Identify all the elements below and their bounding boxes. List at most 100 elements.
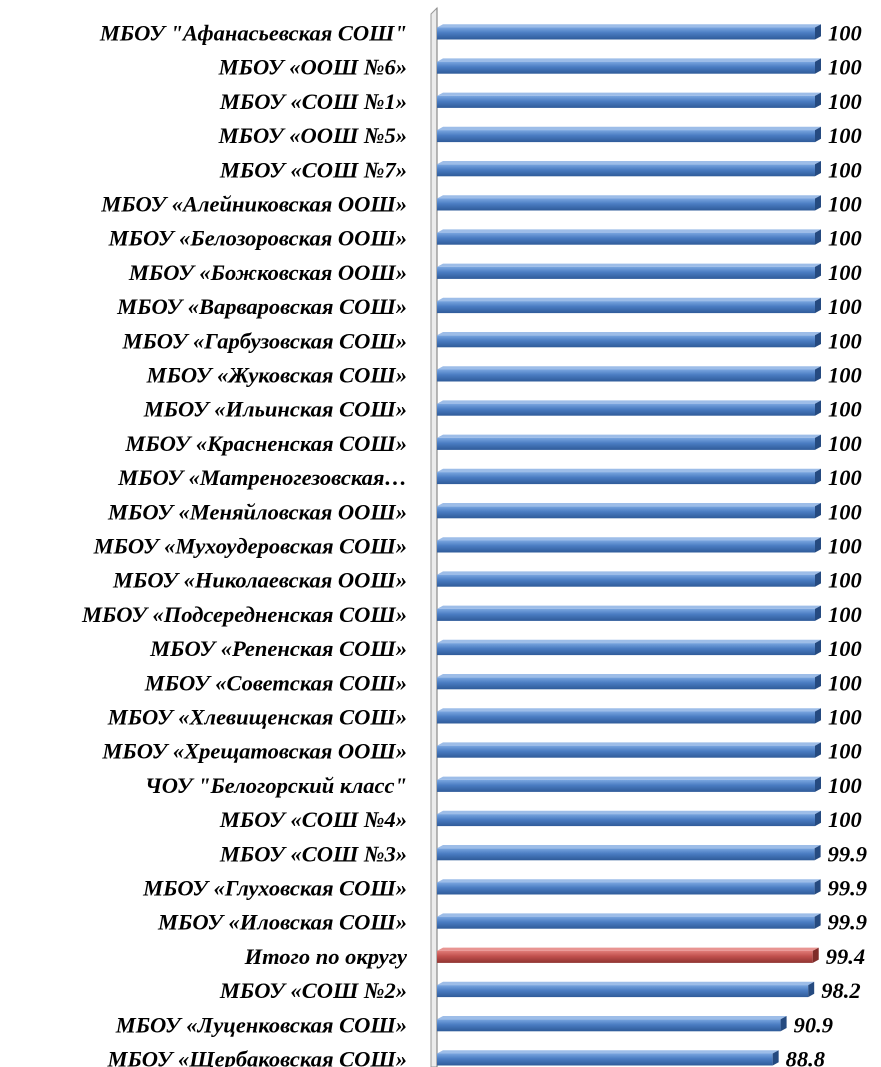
category-label: МБОУ «Иловская СОШ» — [157, 910, 407, 935]
bar — [437, 127, 821, 142]
bar-front-face — [437, 130, 815, 142]
bar-top-face — [437, 93, 821, 96]
category-label: МБОУ «СОШ №4» — [219, 807, 407, 832]
bar-top-face — [437, 1016, 787, 1019]
category-label: Итого по округу — [244, 944, 408, 969]
bar-top-face — [437, 127, 821, 130]
category-label: МБОУ «ООШ №6» — [218, 55, 407, 80]
bar-top-face — [437, 435, 821, 438]
bar — [437, 879, 821, 894]
category-label: МБОУ «Советская СОШ» — [144, 670, 407, 695]
bar-front-face — [437, 267, 815, 279]
value-label: 100 — [828, 328, 862, 353]
category-label: МБОУ «Матреногезовская… — [117, 465, 407, 490]
bar — [437, 777, 821, 792]
value-label: 100 — [828, 773, 862, 798]
value-label: 88.8 — [786, 1047, 825, 1067]
value-label: 98.2 — [821, 978, 860, 1003]
bar — [437, 537, 821, 552]
value-label: 100 — [828, 534, 862, 559]
bar-front-face — [437, 814, 815, 826]
bar-top-face — [437, 982, 814, 985]
value-label: 100 — [828, 226, 862, 251]
bar-top-face — [437, 195, 821, 198]
bar-front-face — [437, 199, 815, 211]
bar — [437, 264, 821, 279]
bar-front-face — [437, 28, 815, 40]
value-label: 100 — [828, 568, 862, 593]
value-label: 100 — [828, 157, 862, 182]
bar-front-face — [437, 62, 815, 74]
bar-top-face — [437, 400, 821, 403]
category-label: МБОУ «Жуковская СОШ» — [146, 363, 407, 388]
bar-top-face — [437, 161, 821, 164]
bar-front-face — [437, 917, 815, 929]
bar — [437, 503, 821, 518]
category-label: МБОУ «Николаевская ООШ» — [112, 568, 407, 593]
bar-front-face — [437, 335, 815, 347]
bar-top-face — [437, 1050, 779, 1053]
bar — [437, 298, 821, 313]
bar-front-face — [437, 575, 815, 587]
bar-top-face — [437, 948, 819, 951]
bar-front-face — [437, 438, 815, 450]
bar-front-face — [437, 1019, 781, 1031]
bar — [437, 845, 821, 860]
bar-top-face — [437, 674, 821, 677]
category-label: МБОУ «Красненская СОШ» — [124, 431, 407, 456]
bar-front-face — [437, 96, 815, 108]
category-label: МБОУ «Белозоровская ООШ» — [108, 226, 407, 251]
category-label: МБОУ «Меняйловская ООШ» — [107, 499, 407, 524]
bar-top-face — [437, 913, 821, 916]
value-label: 100 — [828, 705, 862, 730]
bar-top-face — [437, 264, 821, 267]
bar-front-face — [437, 233, 815, 245]
bar — [437, 913, 821, 928]
bar-front-face — [437, 951, 813, 963]
bar-top-face — [437, 811, 821, 814]
category-label: МБОУ «Хрещатовская ООШ» — [101, 739, 407, 764]
bar — [437, 742, 821, 757]
value-label: 100 — [828, 431, 862, 456]
bar-front-face — [437, 301, 815, 313]
value-label: 100 — [828, 636, 862, 661]
bar — [437, 332, 821, 347]
category-label: ЧОУ "Белогорский класс" — [145, 773, 407, 798]
bar-front-face — [437, 541, 815, 553]
value-label: 100 — [828, 670, 862, 695]
category-label: МБОУ «Луценковская СОШ» — [115, 1012, 407, 1037]
value-label: 100 — [828, 55, 862, 80]
bar-top-face — [437, 298, 821, 301]
bar — [437, 1050, 779, 1065]
bar-top-face — [437, 742, 821, 745]
bar-top-face — [437, 503, 821, 506]
bar-front-face — [437, 780, 815, 792]
category-label: МБОУ «Хлевищенская СОШ» — [107, 705, 407, 730]
category-label: МБОУ «Подсередненская СОШ» — [81, 602, 407, 627]
value-label: 100 — [828, 260, 862, 285]
bar-front-face — [437, 506, 815, 518]
bar-front-face — [437, 164, 815, 176]
bar-front-face — [437, 746, 815, 758]
bar — [437, 982, 814, 997]
category-label: МБОУ «Щербаковская СОШ» — [106, 1047, 407, 1067]
value-label: 99.9 — [828, 876, 867, 901]
category-label: МБОУ «Гарбузовская СОШ» — [121, 328, 407, 353]
category-label: МБОУ «СОШ №1» — [219, 89, 407, 114]
bar-front-face — [437, 370, 815, 382]
value-label: 100 — [828, 89, 862, 114]
bar — [437, 229, 821, 244]
category-label: МБОУ «СОШ №2» — [219, 978, 407, 1003]
value-label: 100 — [828, 21, 862, 46]
bar-top-face — [437, 777, 821, 780]
bar-front-face — [437, 609, 815, 621]
bar — [437, 400, 821, 415]
bar-front-face — [437, 677, 815, 689]
bar — [437, 811, 821, 826]
bar-total — [437, 948, 819, 963]
value-label: 100 — [828, 397, 862, 422]
category-label: МБОУ «ООШ №5» — [218, 123, 407, 148]
value-label: 100 — [828, 739, 862, 764]
bar — [437, 435, 821, 450]
